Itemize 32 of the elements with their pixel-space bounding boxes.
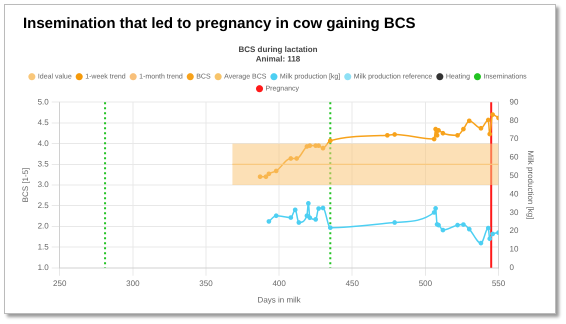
y-tick-label: 1.5 bbox=[38, 242, 50, 252]
y-tick-label: 4.5 bbox=[38, 118, 50, 128]
x-tick-label: 500 bbox=[418, 278, 433, 288]
y2-tick-label: 0 bbox=[510, 263, 514, 272]
y2-tick-label: 90 bbox=[510, 97, 519, 106]
chart-subtitle: BCS during lactation bbox=[238, 45, 318, 54]
y-tick-label: 1.0 bbox=[38, 263, 50, 272]
y2-tick-label: 30 bbox=[510, 208, 519, 217]
y2-axis-title: Milk production [kg] bbox=[526, 150, 535, 220]
y-tick-label: 2.5 bbox=[38, 200, 50, 210]
x-axis-title: Days in milk bbox=[258, 295, 302, 304]
x-tick-label: 350 bbox=[199, 278, 214, 288]
y2-tick-label: 70 bbox=[510, 134, 519, 144]
y2-tick-label: 80 bbox=[510, 116, 519, 125]
y2-tick-label: 40 bbox=[510, 189, 519, 198]
x-tick-label: 250 bbox=[53, 278, 67, 288]
x-tick-label: 300 bbox=[126, 278, 140, 288]
y2-tick-label: 60 bbox=[510, 152, 519, 162]
x-tick-label: 550 bbox=[492, 278, 506, 288]
y-axis-title: BCS [1-5] bbox=[21, 168, 30, 202]
y2-tick-label: 20 bbox=[510, 226, 519, 236]
x-tick-label: 400 bbox=[272, 278, 286, 288]
y2-tick-label: 50 bbox=[510, 171, 519, 180]
y2-tick-label: 10 bbox=[510, 244, 519, 254]
y-tick-label: 3.0 bbox=[38, 180, 50, 190]
chart-title: Insemination that led to pregnancy in cow gaining BCS bbox=[23, 15, 416, 32]
y-tick-label: 2.0 bbox=[38, 222, 50, 231]
y-tick-label: 4.0 bbox=[38, 138, 50, 148]
x-tick-label: 450 bbox=[346, 278, 360, 288]
y-tick-label: 5.0 bbox=[38, 97, 50, 106]
y-tick-label: 3.5 bbox=[38, 160, 50, 169]
text: Animal: 118 bbox=[256, 54, 301, 64]
